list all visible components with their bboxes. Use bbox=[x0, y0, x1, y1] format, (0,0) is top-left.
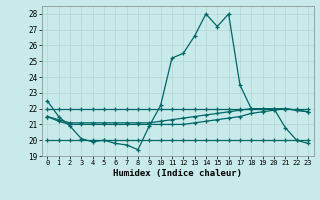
X-axis label: Humidex (Indice chaleur): Humidex (Indice chaleur) bbox=[113, 169, 242, 178]
